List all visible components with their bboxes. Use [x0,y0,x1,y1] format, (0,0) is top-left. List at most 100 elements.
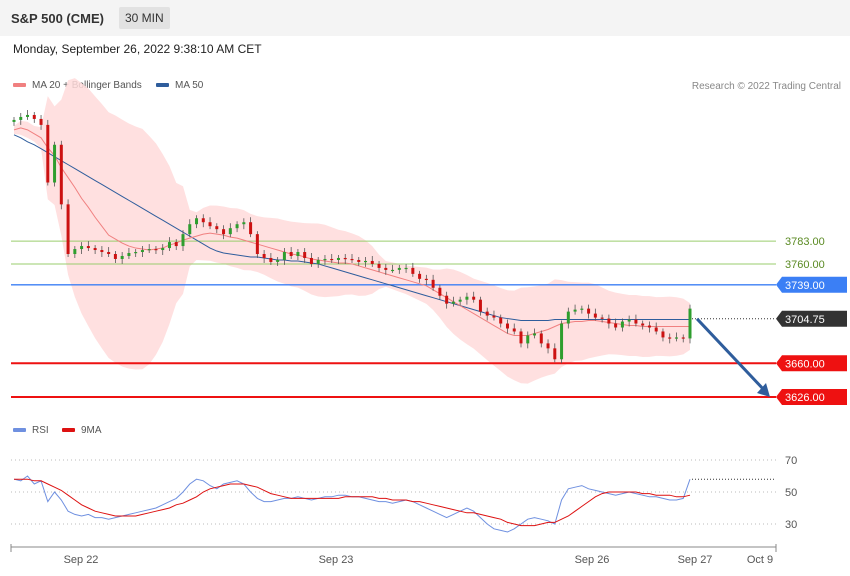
candle-down [113,254,117,259]
candle-up [620,321,624,328]
candle-up [627,319,631,322]
forecast-arrow-line [695,317,768,394]
legend-ma20: MA 20 + Bollinger Bands [13,80,142,91]
ma50-swatch [156,83,169,88]
candle-up [276,259,280,262]
candle-down [208,222,212,227]
candle-down [647,325,651,328]
candle-down [289,252,293,256]
legend-ma50: MA 50 [156,80,203,91]
candle-down [86,246,90,249]
candle-up [580,308,584,310]
candle-up [134,252,138,254]
level-label-3760.00: 3760.00 [785,259,825,271]
candle-down [661,331,665,338]
candle-down [445,295,449,304]
candle-up [391,269,395,272]
candle-up [323,258,327,261]
candle-down [100,250,104,253]
candle-down [384,267,388,270]
candle-down [499,317,503,324]
candle-up [404,267,408,270]
candle-up [181,234,185,247]
candle-up [80,246,84,250]
candle-up [228,228,232,235]
bollinger-band [14,78,690,384]
candle-up [147,249,151,251]
candle-down [546,343,550,349]
candle-down [607,318,611,324]
candle-down [553,348,557,360]
candle-up [526,335,530,344]
datetime-label: Monday, September 26, 2022 9:38:10 AM CE… [13,42,262,56]
timeframe-button[interactable]: 30 MIN [119,7,170,29]
candle-up [188,224,192,235]
candle-up [127,253,131,256]
candle-down [107,252,111,255]
candle-down [249,222,253,235]
candle-down [478,299,482,312]
candle-up [465,296,469,300]
candle-down [681,337,685,339]
candle-up [458,299,462,302]
rsi-level-label-50: 50 [785,487,797,499]
candle-up [161,248,165,251]
candle-down [303,252,307,258]
rsi-swatch [13,428,26,433]
level-tag-3660.00 [776,355,847,372]
candle-up [12,119,16,122]
level-tag-3626.00 [776,389,847,406]
candle-down [262,254,266,258]
x-tick-label: Sep 27 [678,554,713,566]
ma20-legend-label: MA 20 + Bollinger Bands [32,80,142,91]
candle-down [512,328,516,332]
candle-up [688,308,692,339]
candle-down [587,308,591,314]
x-tick-label: Sep 22 [64,554,99,566]
candle-up [242,222,246,225]
candle-down [215,226,219,230]
candle-up [53,144,57,183]
candle-up [364,260,368,263]
candle-down [32,114,36,119]
candle-up [560,323,564,360]
level-label-3783.00: 3783.00 [785,236,825,248]
x-tick-label: Sep 26 [575,554,610,566]
rsi-ma-swatch [62,428,75,433]
candle-down [431,279,435,288]
candle-down [343,257,347,260]
candle-down [519,331,523,344]
candle-up [566,311,570,324]
candle-down [411,267,415,274]
candle-up [674,337,678,339]
level-tag-3739.00 [776,276,847,293]
candle-down [357,259,361,262]
candle-down [93,248,97,251]
candle-up [573,309,577,312]
candle-up [296,252,300,256]
candle-up [140,250,144,253]
candle-down [46,124,50,183]
rsi-ma-line [14,478,691,527]
candle-down [222,229,226,235]
candle-down [269,257,273,262]
ma50-line [13,134,690,322]
candle-down [39,118,43,125]
candle-down [472,296,476,300]
legend-rsi-ma: 9MA [62,425,102,436]
candle-up [533,333,537,336]
candle-down [539,333,543,344]
x-tick-label: Sep 23 [319,554,354,566]
candle-down [377,263,381,268]
candle-down [654,327,658,332]
candle-down [668,337,672,339]
candle-down [59,144,63,205]
candle-up [336,257,340,260]
candle-up [120,255,124,259]
candle-down [424,278,428,281]
rsi-level-label-30: 30 [785,519,797,531]
candle-up [195,218,199,225]
candle-down [330,258,334,261]
candle-down [174,242,178,247]
